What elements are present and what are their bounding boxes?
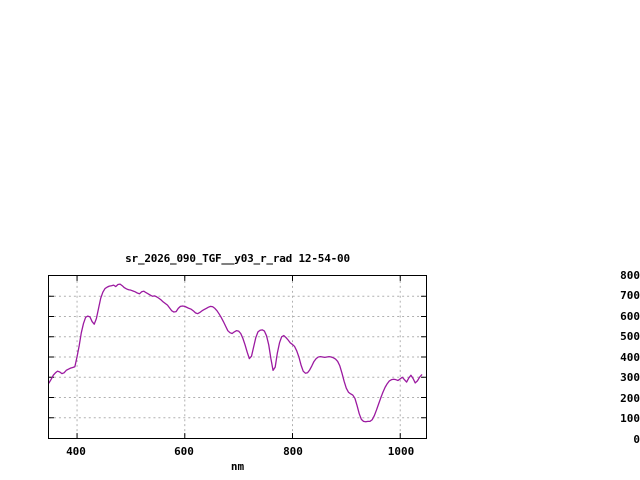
y-tick-label: 800 <box>620 269 640 282</box>
plot-area <box>48 275 427 439</box>
x-axis-title: nm <box>230 460 245 473</box>
y-tick-label: 400 <box>620 351 640 364</box>
x-tick-label: 600 <box>174 445 194 458</box>
chart-title: sr_2026_090_TGF__y03_r_rad 12-54-00 <box>125 252 350 265</box>
y-tick-label: 300 <box>620 371 640 384</box>
x-tick-label: 800 <box>283 445 303 458</box>
y-tick-label: 100 <box>620 412 640 425</box>
y-tick-label: 0 <box>633 433 640 446</box>
y-tick-label: 600 <box>620 310 640 323</box>
spectrum-line <box>49 283 423 423</box>
plot-canvas <box>49 276 426 438</box>
gridlines <box>49 276 426 438</box>
x-tick-label: 1000 <box>387 445 415 458</box>
y-tick-label: 500 <box>620 330 640 343</box>
axis-ticks <box>49 276 426 438</box>
y-tick-label: 200 <box>620 392 640 405</box>
y-tick-label: 700 <box>620 289 640 302</box>
x-tick-label: 400 <box>66 445 86 458</box>
